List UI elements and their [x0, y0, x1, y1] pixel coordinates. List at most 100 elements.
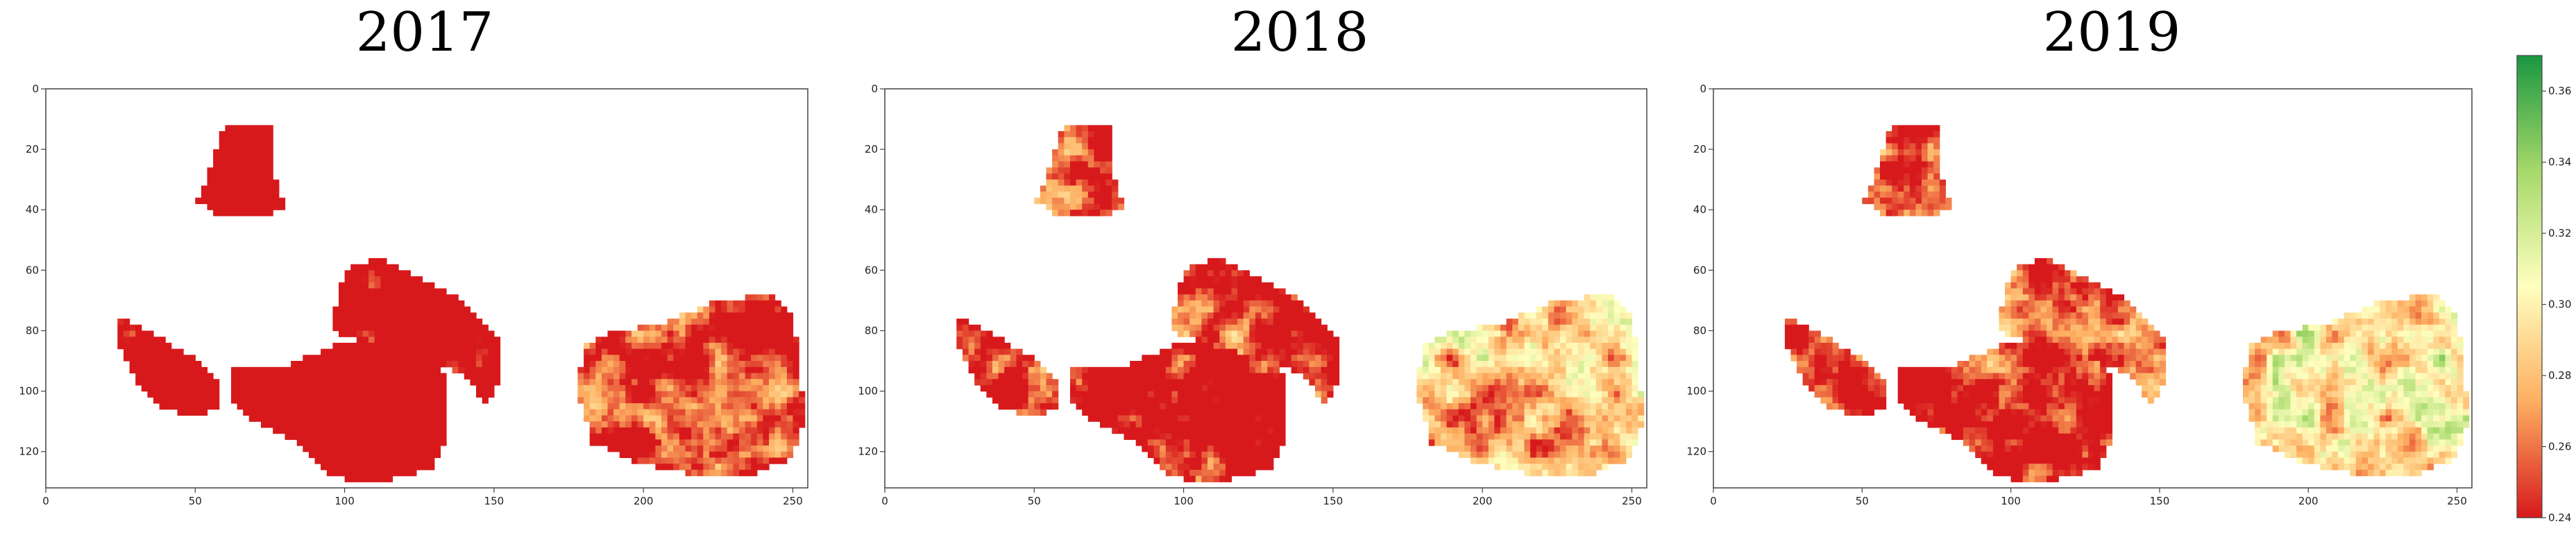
heatmap-cell	[1897, 210, 1904, 217]
heatmap-cell	[1428, 355, 1435, 362]
heatmap-cell	[1471, 415, 1477, 422]
heatmap-cell	[1554, 433, 1561, 440]
heatmap-cell	[739, 379, 746, 386]
heatmap-cell	[440, 433, 447, 440]
heatmap-cell	[1315, 384, 1322, 392]
heatmap-cell	[1195, 337, 1202, 344]
heatmap-cell	[2112, 294, 2119, 301]
heatmap-cell	[1010, 403, 1017, 410]
heatmap-cell	[632, 348, 638, 355]
heatmap-cell	[2064, 270, 2071, 277]
heatmap-cell	[769, 324, 776, 332]
heatmap-cell	[721, 306, 728, 313]
heatmap-cell	[374, 324, 381, 332]
heatmap-cell	[2362, 319, 2369, 325]
heatmap-cell	[2040, 282, 2047, 289]
heatmap-cell	[261, 173, 268, 180]
heatmap-cell	[1285, 306, 1292, 313]
heatmap-cell	[1201, 264, 1208, 271]
heatmap-cell	[2427, 319, 2434, 325]
heatmap-cell	[679, 337, 686, 344]
heatmap-cell	[721, 379, 728, 386]
heatmap-cell	[2047, 276, 2053, 283]
heatmap-cell	[362, 415, 369, 422]
heatmap-cell	[1566, 384, 1573, 392]
heatmap-cell	[207, 384, 214, 392]
heatmap-cell	[147, 330, 154, 337]
heatmap-cell	[321, 433, 328, 440]
heatmap-cell	[374, 270, 381, 277]
heatmap-cell	[1595, 403, 1602, 410]
heatmap-cell	[177, 397, 184, 404]
heatmap-cell	[1446, 421, 1453, 428]
heatmap-cell	[649, 391, 656, 398]
heatmap-cell	[422, 348, 429, 355]
heatmap-cell	[332, 306, 339, 313]
heatmap-cell	[1578, 427, 1585, 434]
heatmap-cell	[1321, 342, 1328, 350]
heatmap-cell	[362, 391, 369, 398]
heatmap-cell	[1915, 167, 1922, 174]
heatmap-cell	[1892, 167, 1899, 174]
heatmap-cell	[326, 439, 333, 446]
heatmap-cell	[1476, 324, 1483, 332]
heatmap-cell	[1327, 330, 1334, 337]
heatmap-cell	[1255, 319, 1262, 325]
heatmap-cell	[446, 319, 453, 325]
heatmap-cell	[1572, 403, 1579, 410]
heatmap-cell	[1933, 167, 1940, 174]
heatmap-cell	[1578, 306, 1585, 313]
heatmap-cell	[2070, 324, 2077, 332]
heatmap-cell	[1524, 451, 1531, 458]
heatmap-cell	[1566, 427, 1573, 434]
heatmap-cell	[1208, 300, 1214, 307]
heatmap-cell	[1572, 337, 1579, 344]
heatmap-cell	[225, 137, 232, 144]
heatmap-cell	[661, 457, 668, 464]
heatmap-cell	[428, 433, 435, 440]
heatmap-cell	[1542, 415, 1549, 422]
heatmap-cell	[1237, 342, 1244, 350]
heatmap-cell	[470, 361, 477, 368]
heatmap-cell	[1423, 384, 1430, 392]
heatmap-cell	[721, 300, 728, 307]
heatmap-cell	[632, 355, 638, 362]
heatmap-cell	[1225, 391, 1232, 398]
heatmap-cell	[266, 421, 273, 428]
heatmap-cell	[1243, 457, 1250, 464]
heatmap-cell	[410, 451, 417, 458]
heatmap-cell	[992, 384, 999, 392]
heatmap-cell	[2064, 312, 2071, 319]
heatmap-cell	[2094, 288, 2101, 295]
heatmap-cell	[1572, 457, 1579, 464]
heatmap-cell	[2290, 337, 2297, 344]
heatmap-cell	[1321, 324, 1328, 332]
heatmap-cell	[619, 433, 626, 440]
heatmap-cell	[786, 421, 794, 428]
heatmap-cell	[2409, 294, 2416, 301]
heatmap-cell	[2100, 330, 2107, 337]
heatmap-cell	[344, 270, 351, 277]
heatmap-cell	[793, 355, 799, 362]
heatmap-cell	[1303, 342, 1310, 350]
heatmap-cell	[679, 373, 686, 380]
heatmap-cell	[2373, 337, 2380, 344]
heatmap-cell	[1213, 451, 1220, 458]
heatmap-cell	[1797, 324, 1804, 332]
heatmap-cell	[2064, 319, 2071, 325]
heatmap-cell	[1512, 421, 1519, 428]
heatmap-cell	[1464, 415, 1471, 422]
heatmap-cell	[153, 355, 160, 362]
heatmap-cell	[774, 379, 781, 386]
heatmap-cell	[1595, 319, 1602, 325]
heatmap-cell	[1488, 348, 1495, 355]
heatmap-cell	[213, 197, 220, 205]
heatmap-cell	[974, 324, 981, 332]
heatmap-cell	[1058, 192, 1065, 198]
heatmap-cell	[1595, 342, 1602, 350]
heatmap-cell	[2064, 282, 2071, 289]
heatmap-cell	[697, 451, 704, 458]
heatmap-cell	[1105, 167, 1112, 174]
heatmap-cell	[434, 409, 441, 416]
heatmap-cell	[476, 342, 483, 350]
